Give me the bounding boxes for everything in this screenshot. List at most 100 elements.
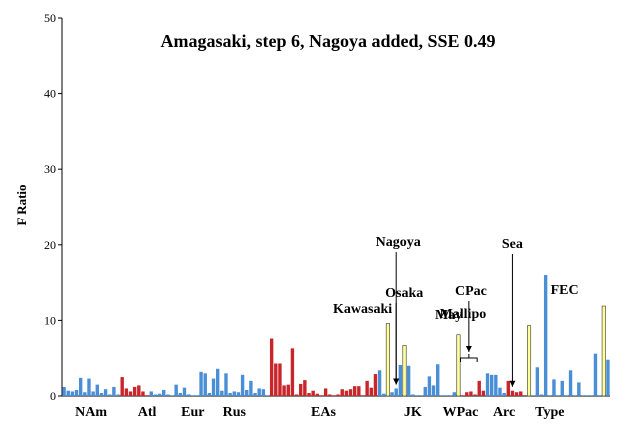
bar: [369, 387, 373, 396]
bar: [340, 389, 344, 396]
annotation-label: May: [435, 308, 462, 323]
y-axis-title: F Ratio: [14, 184, 29, 225]
bar: [506, 380, 510, 396]
bar: [589, 395, 594, 396]
bar: [178, 392, 183, 396]
bar: [448, 395, 452, 396]
annotation-label: CPac: [455, 284, 487, 299]
bar: [606, 359, 610, 396]
bar: [99, 392, 104, 396]
bar: [232, 391, 236, 396]
bar: [290, 348, 295, 396]
bar: [145, 395, 149, 396]
group-label: EAs: [311, 405, 336, 420]
bar: [469, 391, 473, 396]
bar: [299, 383, 303, 396]
annotation-arrowhead: [393, 378, 400, 385]
bar: [357, 386, 361, 396]
bar: [240, 374, 245, 396]
bar: [485, 373, 490, 396]
bar: [257, 388, 261, 396]
bar: [489, 374, 494, 396]
bar: [228, 392, 232, 396]
bar: [261, 389, 266, 396]
bar: [415, 395, 419, 396]
bar: [303, 380, 307, 396]
bar: [402, 345, 407, 397]
bar: [361, 395, 365, 396]
bar: [473, 394, 477, 396]
bar: [585, 395, 589, 396]
axes: 0 10 20 30 40 50: [44, 11, 610, 403]
bar: [382, 393, 386, 396]
bar: [336, 394, 340, 396]
annotation-arrowhead: [509, 380, 516, 387]
bar: [456, 334, 461, 397]
bar: [527, 325, 532, 397]
bar: [149, 391, 153, 396]
bar: [220, 390, 224, 396]
bar: [510, 390, 515, 396]
bar: [390, 392, 394, 396]
group-label: WPac: [443, 405, 479, 420]
bar: [535, 367, 540, 396]
bar: [419, 395, 423, 396]
bar: [494, 374, 498, 396]
bar: [269, 338, 274, 396]
bar: [203, 373, 207, 396]
bar: [568, 370, 573, 396]
annotation-bracket: [460, 354, 478, 362]
bar: [170, 395, 174, 396]
bar: [373, 374, 378, 396]
group-label: Arc: [493, 405, 515, 420]
bar: [573, 395, 577, 396]
bar: [581, 395, 585, 396]
bar: [315, 393, 320, 396]
bar: [460, 395, 465, 396]
bar: [108, 394, 112, 396]
bar: [141, 391, 145, 396]
bars: [62, 275, 610, 397]
bar: [294, 394, 299, 396]
bar: [406, 365, 411, 396]
bar: [307, 392, 311, 396]
bar: [385, 323, 390, 397]
bar: [328, 394, 332, 396]
bar: [601, 305, 606, 397]
group-label: Atl: [138, 405, 157, 420]
bar: [182, 387, 187, 396]
bar: [70, 391, 75, 396]
annotation-label: Osaka: [385, 286, 423, 301]
bar: [83, 392, 87, 396]
bar: [78, 377, 83, 396]
y-tick-label: 20: [44, 238, 56, 252]
bar: [431, 385, 436, 396]
bar: [319, 395, 324, 396]
bar: [174, 384, 178, 396]
bar: [352, 386, 357, 396]
bar: [132, 386, 137, 396]
y-tick-label: 30: [44, 162, 56, 176]
annotation-label: FEC: [551, 283, 579, 298]
bar: [215, 368, 220, 396]
bar: [116, 394, 120, 396]
bar: [62, 386, 66, 396]
bar: [286, 384, 290, 396]
bar: [103, 389, 108, 396]
bar: [91, 391, 95, 396]
bar: [236, 392, 241, 396]
bar: [440, 395, 444, 396]
y-tick-label: 40: [44, 87, 56, 101]
bar: [344, 390, 349, 396]
bar: [452, 392, 457, 396]
bar: [211, 378, 216, 396]
bar: [66, 390, 70, 396]
group-label: Eur: [181, 405, 204, 420]
bar: [137, 385, 141, 396]
bar: [112, 386, 116, 396]
bar: [398, 365, 403, 396]
bar: [195, 395, 199, 396]
bar: [539, 394, 544, 396]
bar: [502, 392, 506, 396]
bar: [427, 376, 432, 396]
